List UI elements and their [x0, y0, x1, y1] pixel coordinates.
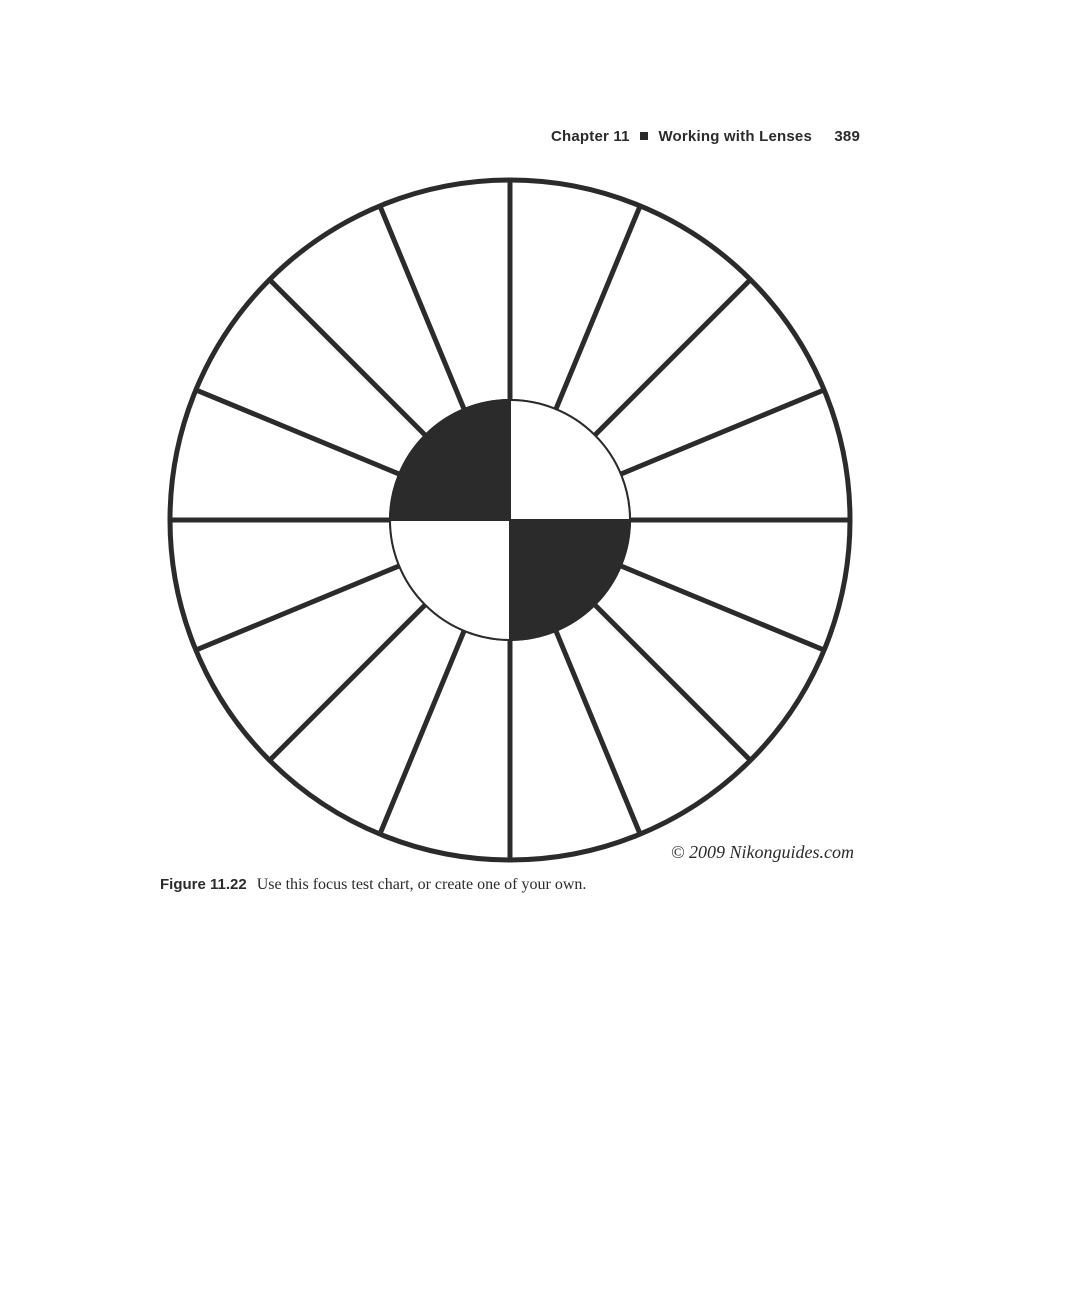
- focus-test-chart: [160, 170, 860, 870]
- page: Chapter 11 Working with Lenses 389 © 200…: [0, 0, 1080, 1292]
- figure-caption-text: Use this focus test chart, or create one…: [257, 876, 587, 893]
- figure-caption: Figure 11.22 Use this focus test chart, …: [160, 876, 586, 894]
- figure-label: Figure 11.22: [160, 876, 247, 893]
- focus-test-chart-svg: [160, 170, 860, 870]
- page-number: 389: [834, 128, 860, 145]
- running-header: Chapter 11 Working with Lenses 389: [551, 128, 860, 145]
- figure-copyright: © 2009 Nikonguides.com: [671, 842, 854, 863]
- chapter-label: Chapter 11: [551, 128, 630, 145]
- header-separator-icon: [640, 132, 648, 140]
- section-title: Working with Lenses: [658, 128, 812, 145]
